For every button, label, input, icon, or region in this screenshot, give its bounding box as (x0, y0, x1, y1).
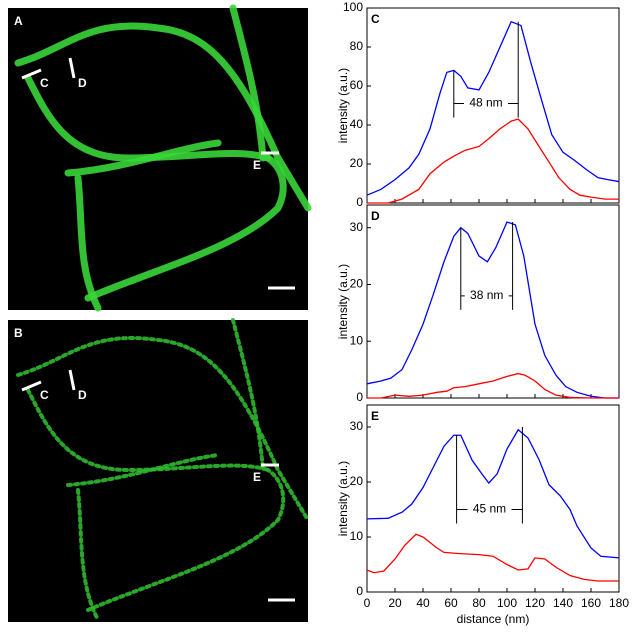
y-tick-label: 0 (356, 390, 363, 404)
x-tick-label: 20 (388, 596, 402, 610)
plot-frame (366, 404, 620, 593)
chart-title: D (371, 209, 380, 223)
y-tick-label: 40 (350, 117, 364, 131)
x-axis-label: distance (nm) (457, 612, 530, 626)
chart-title: E (371, 409, 379, 423)
series-line (366, 533, 619, 582)
filament (26, 388, 270, 473)
line-marker (21, 380, 42, 392)
series-line (366, 221, 619, 399)
x-tick-label: 60 (444, 596, 458, 610)
x-tick-label: 120 (525, 596, 545, 610)
marker-label: E (253, 470, 261, 484)
x-tick-label: 100 (497, 596, 517, 610)
filament (84, 154, 287, 302)
y-tick-label: 20 (350, 156, 364, 170)
annotation-bg (464, 96, 508, 111)
line-marker (68, 57, 76, 79)
marker-label: C (40, 76, 49, 90)
annotation-label: 45 nm (473, 502, 506, 516)
x-tick-label: 160 (581, 596, 601, 610)
x-tick-label: 180 (609, 596, 629, 610)
micrograph: B C D E (8, 318, 310, 622)
x-tick-label: 140 (553, 596, 573, 610)
series-line (366, 20, 620, 196)
y-tick-label: 10 (350, 333, 364, 347)
x-tick-label: 0 (364, 596, 371, 610)
plot-frame (366, 204, 620, 399)
panel-label: B (14, 326, 23, 340)
line-marker (21, 68, 42, 80)
marker-label: D (78, 76, 87, 90)
line-marker (68, 369, 76, 391)
y-tick-label: 60 (350, 78, 364, 92)
annotation-label: 48 nm (469, 96, 502, 110)
y-tick-label: 100 (343, 0, 363, 14)
y-axis-label: intensity (a.u.) (336, 264, 350, 339)
x-tick-label: 80 (472, 596, 486, 610)
filament (86, 468, 286, 612)
filament (64, 139, 222, 177)
plot-frame (366, 7, 620, 204)
series-line (367, 372, 619, 399)
image-background (8, 320, 308, 622)
filament (76, 488, 100, 622)
y-tick-label: 10 (350, 529, 364, 543)
filament (66, 453, 220, 487)
y-axis-label: intensity (a.u.) (336, 461, 350, 536)
filament (16, 336, 310, 522)
x-tick-label: 40 (416, 596, 430, 610)
series-line (366, 428, 620, 559)
annotation-bg (464, 288, 509, 303)
panel-label: A (14, 14, 23, 28)
y-tick-label: 20 (350, 474, 364, 488)
micrograph: A C D E (8, 4, 312, 312)
y-axis-label: intensity (a.u.) (336, 68, 350, 143)
y-tick-label: 30 (350, 220, 364, 234)
series-line (367, 118, 619, 204)
annotation-bg (467, 502, 512, 517)
marker-label: D (78, 388, 87, 402)
filament (229, 4, 267, 162)
filament (24, 74, 272, 162)
marker-label: C (40, 388, 49, 402)
y-tick-label: 0 (356, 195, 363, 209)
annotation-label: 38 nm (470, 288, 503, 302)
y-tick-label: 80 (350, 39, 364, 53)
y-tick-label: 30 (350, 419, 364, 433)
y-tick-label: 20 (350, 277, 364, 291)
filament (231, 318, 265, 472)
chart-title: C (371, 12, 380, 26)
y-tick-label: 0 (356, 584, 363, 598)
marker-label: E (253, 158, 261, 172)
filament (14, 22, 312, 212)
